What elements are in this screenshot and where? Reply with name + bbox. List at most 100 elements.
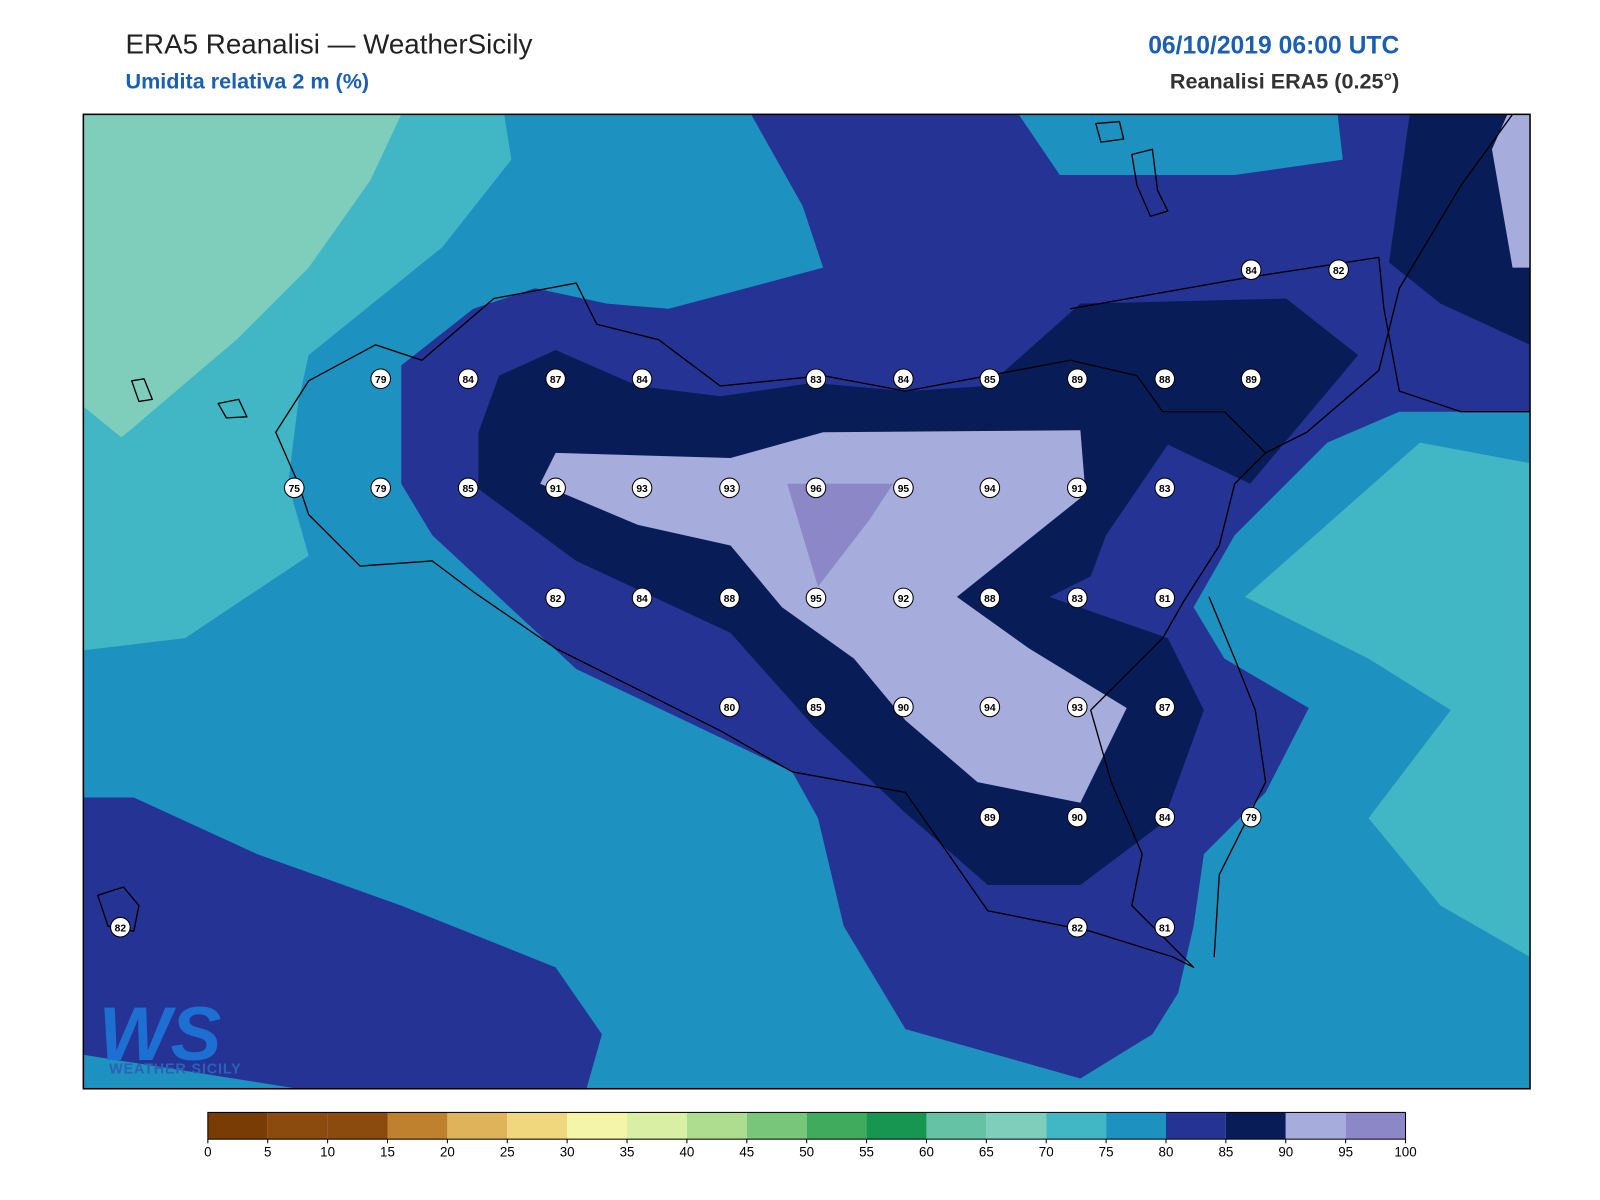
station-value: 82: [1072, 923, 1084, 934]
station-value: 91: [1072, 484, 1084, 495]
station-value: 89: [1245, 375, 1257, 386]
colorbar-tick-label: 30: [560, 1145, 575, 1160]
colorbar-tick-label: 25: [500, 1145, 515, 1160]
colorbar-tick-label: 10: [320, 1145, 335, 1160]
colorbar-tick-label: 100: [1394, 1145, 1416, 1160]
station-marker: [283, 477, 305, 499]
contour: [83, 114, 402, 438]
title: ERA5 Reanalisi — WeatherSicily: [126, 29, 533, 60]
station-value: 88: [724, 594, 736, 605]
colorbar-tick-label: 35: [620, 1145, 635, 1160]
station-marker: [1240, 368, 1262, 390]
station-marker: [979, 368, 1001, 390]
station-value: 89: [1072, 375, 1084, 386]
colorbar-segment: [806, 1112, 867, 1140]
station-marker: [893, 696, 914, 718]
station-value: 80: [724, 703, 736, 714]
station-value: 81: [1159, 594, 1171, 605]
station-marker: [979, 806, 1001, 828]
station-value: 79: [375, 484, 387, 495]
station-value: 83: [810, 375, 822, 386]
colorbar-segment: [1285, 1112, 1346, 1140]
colorbar-tick-label: 20: [440, 1145, 455, 1160]
station-marker: [545, 477, 566, 499]
colorbar-segment: [1225, 1112, 1286, 1140]
station-value: 79: [1245, 813, 1257, 824]
colorbar-tick-label: 40: [679, 1145, 694, 1160]
station-marker: [631, 587, 653, 609]
station-marker: [1067, 587, 1088, 609]
station-marker: [631, 477, 653, 499]
colorbar-tick-label: 5: [264, 1145, 271, 1160]
station-marker: [1154, 587, 1176, 609]
station-marker: [805, 696, 827, 718]
station-value: 90: [898, 703, 910, 714]
station-marker: [1067, 916, 1088, 938]
station-value: 85: [462, 484, 474, 495]
colorbar-segment: [926, 1112, 987, 1140]
station-marker: [805, 587, 827, 609]
logo: WS WEATHER SICILY: [99, 992, 241, 1077]
logo-mark: WS: [99, 992, 222, 1077]
station-value: 84: [462, 375, 474, 386]
station-marker: [1154, 368, 1176, 390]
colorbar-tick-label: 70: [1039, 1145, 1054, 1160]
contour: [1245, 442, 1531, 958]
station-value: 81: [1159, 923, 1171, 934]
station-value: 91: [550, 484, 562, 495]
station-marker: [545, 368, 566, 390]
island: [131, 378, 153, 403]
station-marker: [719, 696, 740, 718]
station-value: 84: [1159, 813, 1171, 824]
datetime: 06/10/2019 06:00 UTC: [1148, 33, 1399, 60]
colorbar: 0 5 10 15 20 25 30 35 40 45 50 55 60 65 70 75 80 85 90 95 10…: [204, 1111, 1417, 1160]
coastline: [1265, 114, 1514, 454]
station-marker: [1328, 259, 1349, 280]
colorbar-segment: [567, 1112, 628, 1140]
colorbar-tick-label: 55: [859, 1145, 874, 1160]
map-frame: [82, 113, 1531, 1090]
station-marker: [631, 368, 653, 390]
station-marker: [893, 477, 914, 499]
colorbar-segment: [507, 1112, 568, 1140]
station-marker: [893, 368, 914, 390]
station-marker: [805, 368, 827, 390]
station-marker: [979, 477, 1001, 499]
colorbar-tick-label: 45: [739, 1145, 754, 1160]
colorbar-segment: [986, 1112, 1047, 1140]
colorbar-tick-label: 80: [1159, 1145, 1174, 1160]
station-marker: [1067, 368, 1088, 390]
station-value: 84: [636, 375, 648, 386]
island: [217, 398, 248, 419]
station-marker: [370, 368, 391, 390]
contour: [83, 797, 602, 1089]
station-value: 84: [1245, 266, 1257, 277]
colorbar-segment: [387, 1112, 448, 1140]
station-marker: [1154, 916, 1176, 938]
colorbar-tick-label: 65: [979, 1145, 994, 1160]
station-value: 88: [984, 594, 996, 605]
station-marker: [893, 587, 914, 609]
station-marker: [545, 587, 566, 609]
colorbar-segment: [1106, 1112, 1166, 1140]
station-value: 85: [984, 375, 996, 386]
station-value: 93: [724, 484, 736, 495]
station-marker: [1067, 696, 1088, 718]
station-marker: [457, 368, 479, 390]
station-value: 87: [550, 375, 562, 386]
station-marker: [1067, 477, 1088, 499]
station-value: 96: [810, 484, 822, 495]
station-value: 88: [1159, 375, 1171, 386]
station-value: 94: [984, 484, 996, 495]
source: Reanalisi ERA5 (0.25°): [1170, 69, 1399, 94]
colorbar-segment: [627, 1112, 687, 1140]
station-marker: [1240, 806, 1262, 828]
contour: [787, 483, 894, 587]
station-value: 84: [898, 375, 910, 386]
subtitle: Umidita relativa 2 m (%): [126, 69, 370, 94]
colorbar-tick-label: 0: [204, 1145, 211, 1160]
colorbar-segment: [866, 1112, 927, 1140]
station-marker: [1067, 806, 1088, 828]
